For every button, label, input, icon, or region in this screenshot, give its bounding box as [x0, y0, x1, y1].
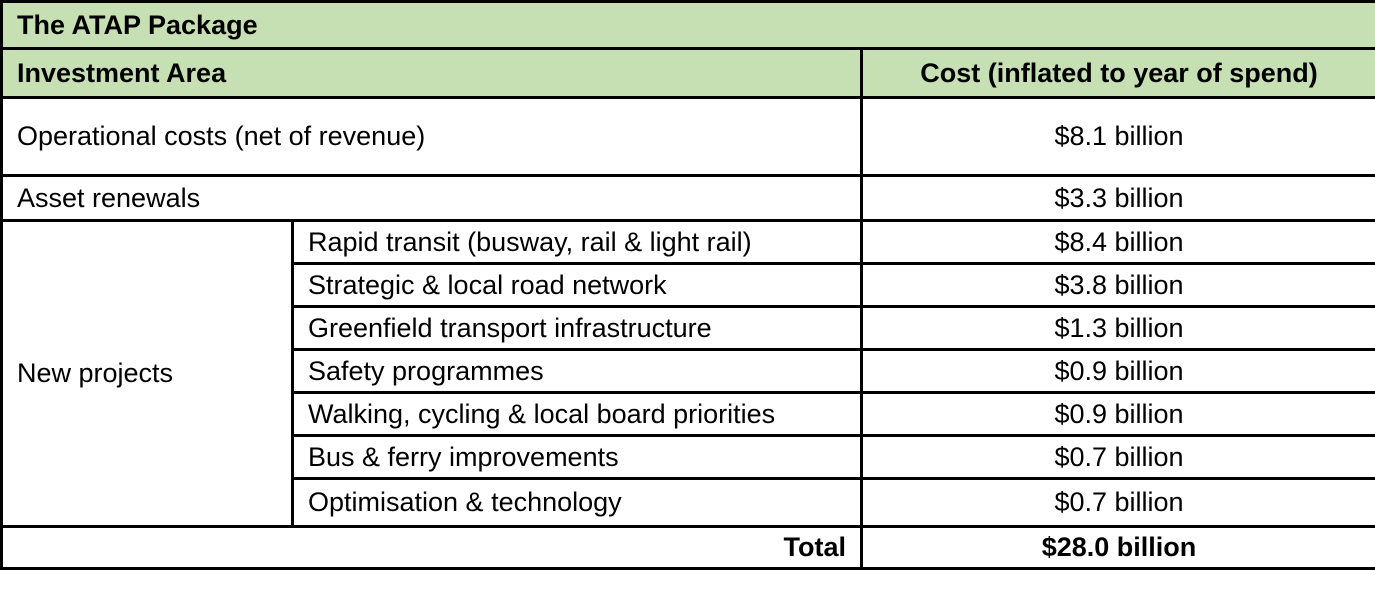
table-title-row: The ATAP Package — [0, 0, 1375, 50]
project-value: $0.7 billion — [860, 477, 1375, 528]
operational-costs-value: $8.1 billion — [860, 96, 1375, 177]
total-value: $28.0 billion — [860, 525, 1375, 570]
project-label: Optimisation & technology — [291, 477, 863, 528]
project-label: Strategic & local road network — [291, 262, 863, 308]
table-row: Walking, cycling & local board prioritie… — [2, 391, 1375, 437]
new-projects-label: New projects — [0, 219, 294, 528]
asset-renewals-label: Asset renewals — [0, 174, 863, 222]
table-row: Safety programmes $0.9 billion — [2, 348, 1375, 394]
operational-costs-label: Operational costs (net of revenue) — [0, 96, 863, 177]
project-value: $3.8 billion — [860, 262, 1375, 308]
project-value: $0.9 billion — [860, 348, 1375, 394]
table-row: Optimisation & technology $0.7 billion — [2, 477, 1375, 528]
project-label: Safety programmes — [291, 348, 863, 394]
project-value: $0.9 billion — [860, 391, 1375, 437]
total-row: Total $28.0 billion — [0, 525, 1375, 570]
table-row: Operational costs (net of revenue) $8.1 … — [0, 96, 1375, 177]
table-row: Asset renewals $3.3 billion — [0, 174, 1375, 222]
table-row: Bus & ferry improvements $0.7 billion — [2, 434, 1375, 480]
project-label: Bus & ferry improvements — [291, 434, 863, 480]
investment-area-header: Investment Area — [0, 47, 863, 99]
table-row: Strategic & local road network $3.8 bill… — [2, 262, 1375, 308]
table-title: The ATAP Package — [0, 0, 1375, 50]
project-value: $8.4 billion — [860, 219, 1375, 265]
table-header-row: Investment Area Cost (inflated to year o… — [0, 47, 1375, 99]
atap-package-table: The ATAP Package Investment Area Cost (i… — [0, 0, 1375, 570]
total-label: Total — [0, 525, 863, 570]
asset-renewals-value: $3.3 billion — [860, 174, 1375, 222]
project-label: Rapid transit (busway, rail & light rail… — [291, 219, 863, 265]
cost-header: Cost (inflated to year of spend) — [860, 47, 1375, 99]
project-label: Walking, cycling & local board prioritie… — [291, 391, 863, 437]
table-row: New projects Rapid transit (busway, rail… — [0, 219, 1375, 528]
table-row: Greenfield transport infrastructure $1.3… — [2, 305, 1375, 351]
project-label: Greenfield transport infrastructure — [291, 305, 863, 351]
project-value: $0.7 billion — [860, 434, 1375, 480]
project-value: $1.3 billion — [860, 305, 1375, 351]
